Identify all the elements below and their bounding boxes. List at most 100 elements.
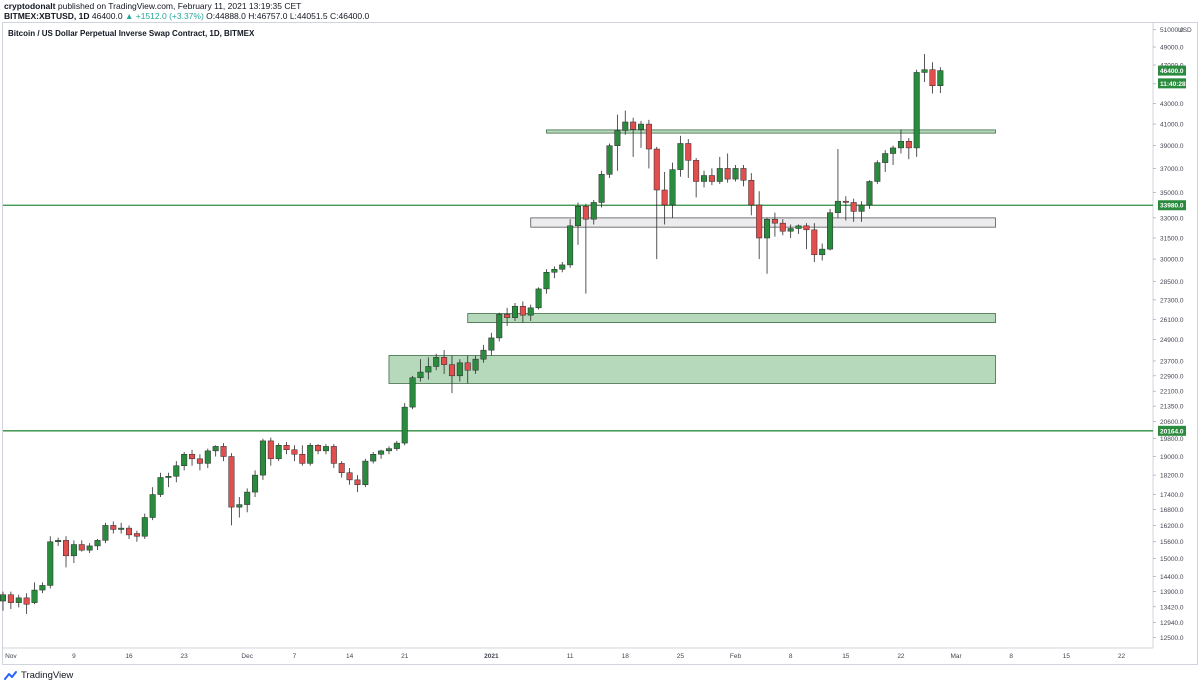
candle-body[interactable] (897, 141, 904, 149)
candle-body[interactable] (724, 168, 731, 180)
candle-body[interactable] (196, 458, 203, 464)
candle-body[interactable] (133, 533, 140, 537)
candle-body[interactable] (393, 442, 400, 449)
candle-body[interactable] (834, 200, 841, 213)
candle-body[interactable] (779, 222, 786, 232)
candle-body[interactable] (378, 450, 385, 455)
candle-body[interactable] (433, 357, 440, 367)
candle-body[interactable] (118, 527, 125, 530)
candle-body[interactable] (803, 225, 810, 231)
candle-body[interactable] (582, 206, 589, 220)
candle-body[interactable] (543, 272, 550, 290)
candle-body[interactable] (795, 225, 802, 229)
candle-body[interactable] (921, 69, 928, 73)
candle-body[interactable] (157, 477, 164, 495)
candle-body[interactable] (236, 504, 243, 508)
candle-body[interactable] (456, 362, 463, 377)
candle-body[interactable] (574, 206, 582, 227)
candle-body[interactable] (338, 463, 345, 473)
candle-body[interactable] (882, 153, 889, 163)
candle-body[interactable] (181, 453, 188, 466)
candle-body[interactable] (764, 218, 771, 239)
candle-body[interactable] (527, 307, 534, 316)
candle-body[interactable] (905, 141, 912, 149)
zone-box[interactable] (530, 217, 996, 228)
candle-body[interactable] (606, 145, 613, 175)
candle-body[interactable] (630, 121, 637, 130)
candle-body[interactable] (842, 200, 849, 203)
candle-body[interactable] (811, 229, 818, 256)
candle-body[interactable] (78, 544, 85, 551)
candle-body[interactable] (267, 440, 274, 460)
candle-body[interactable] (94, 540, 101, 547)
candle-body[interactable] (866, 181, 873, 206)
candle-body[interactable] (685, 143, 692, 161)
candle-body[interactable] (732, 168, 739, 180)
zone-box[interactable] (388, 355, 996, 384)
candle-body[interactable] (244, 491, 251, 505)
candle-body[interactable] (677, 143, 684, 170)
candle-body[interactable] (653, 148, 660, 191)
candle-body[interactable] (189, 453, 196, 460)
zone-box[interactable] (546, 129, 996, 134)
candle-body[interactable] (228, 456, 235, 508)
zone-box[interactable] (467, 313, 996, 324)
candle-body[interactable] (220, 446, 227, 457)
candle-body[interactable] (496, 314, 503, 339)
candle-body[interactable] (259, 440, 266, 476)
candle-body[interactable] (102, 525, 109, 541)
candle-body[interactable] (472, 358, 479, 371)
candle-body[interactable] (929, 69, 936, 87)
candle-body[interactable] (448, 364, 455, 377)
candle-body[interactable] (322, 446, 329, 452)
candle-body[interactable] (480, 349, 487, 360)
candle-body[interactable] (598, 174, 605, 203)
candle-body[interactable] (299, 453, 306, 464)
candle-body[interactable] (661, 189, 668, 206)
candle-body[interactable] (771, 218, 778, 224)
candle-body[interactable] (47, 541, 54, 586)
candle-body[interactable] (645, 123, 652, 150)
candle-body[interactable] (63, 540, 70, 557)
candle-body[interactable] (330, 446, 337, 464)
candle-body[interactable] (149, 494, 156, 518)
candle-body[interactable] (15, 597, 22, 603)
candle-body[interactable] (504, 314, 511, 318)
candle-body[interactable] (86, 545, 93, 551)
candle-body[interactable] (701, 175, 708, 182)
candle-body[interactable] (519, 305, 526, 316)
candle-body[interactable] (787, 228, 794, 232)
candle-body[interactable] (165, 476, 172, 478)
candle-body[interactable] (31, 589, 38, 603)
candle-body[interactable] (874, 162, 881, 182)
candle-body[interactable] (425, 366, 432, 373)
candle-body[interactable] (535, 288, 542, 309)
candle-body[interactable] (346, 472, 353, 481)
candle-body[interactable] (708, 175, 715, 182)
candle-body[interactable] (464, 362, 471, 371)
candle-body[interactable] (283, 445, 290, 450)
candle-body[interactable] (55, 540, 62, 542)
candle-body[interactable] (409, 377, 416, 408)
candle-body[interactable] (354, 479, 361, 485)
candle-body[interactable] (622, 121, 629, 131)
candle-body[interactable] (716, 168, 723, 182)
candle-body[interactable] (693, 160, 700, 182)
candle-body[interactable] (23, 597, 30, 605)
candle-body[interactable] (39, 585, 46, 591)
candle-body[interactable] (827, 212, 834, 250)
candle-body[interactable] (173, 465, 180, 477)
candle-body[interactable] (748, 180, 755, 206)
candle-body[interactable] (275, 445, 282, 460)
candle-body[interactable] (740, 168, 747, 181)
candle-body[interactable] (417, 371, 424, 378)
candle-body[interactable] (110, 525, 117, 530)
candle-body[interactable] (559, 264, 566, 270)
candle-body[interactable] (362, 460, 369, 485)
candle-body[interactable] (212, 446, 219, 452)
candle-body[interactable] (307, 445, 314, 464)
candle-body[interactable] (252, 474, 259, 493)
brand-name[interactable]: TradingView (21, 669, 74, 681)
candle-body[interactable] (614, 130, 621, 146)
